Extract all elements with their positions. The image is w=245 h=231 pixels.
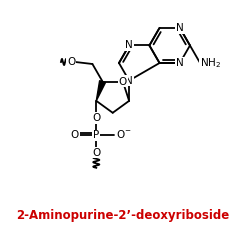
Text: P: P — [93, 130, 99, 140]
Text: O: O — [71, 130, 79, 140]
Text: N: N — [176, 23, 184, 33]
Text: O$^{-}$: O$^{-}$ — [116, 128, 132, 140]
Text: 2-Aminopurine-2’-deoxyriboside: 2-Aminopurine-2’-deoxyriboside — [16, 209, 229, 222]
Text: O: O — [92, 113, 100, 123]
Text: O: O — [92, 148, 100, 158]
Text: O: O — [119, 76, 127, 87]
Text: N: N — [176, 58, 184, 68]
Text: NH$_2$: NH$_2$ — [200, 56, 221, 70]
Text: O: O — [67, 57, 75, 67]
Text: N: N — [125, 76, 133, 85]
Text: N: N — [125, 40, 133, 50]
Polygon shape — [96, 81, 106, 101]
